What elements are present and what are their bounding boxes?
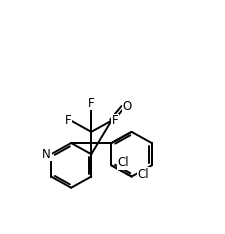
Text: F: F <box>88 96 94 110</box>
Text: Cl: Cl <box>117 156 129 169</box>
Text: F: F <box>64 114 71 127</box>
Text: N: N <box>42 148 51 161</box>
Text: F: F <box>111 114 117 127</box>
Text: O: O <box>122 100 131 113</box>
Text: Cl: Cl <box>137 168 149 180</box>
